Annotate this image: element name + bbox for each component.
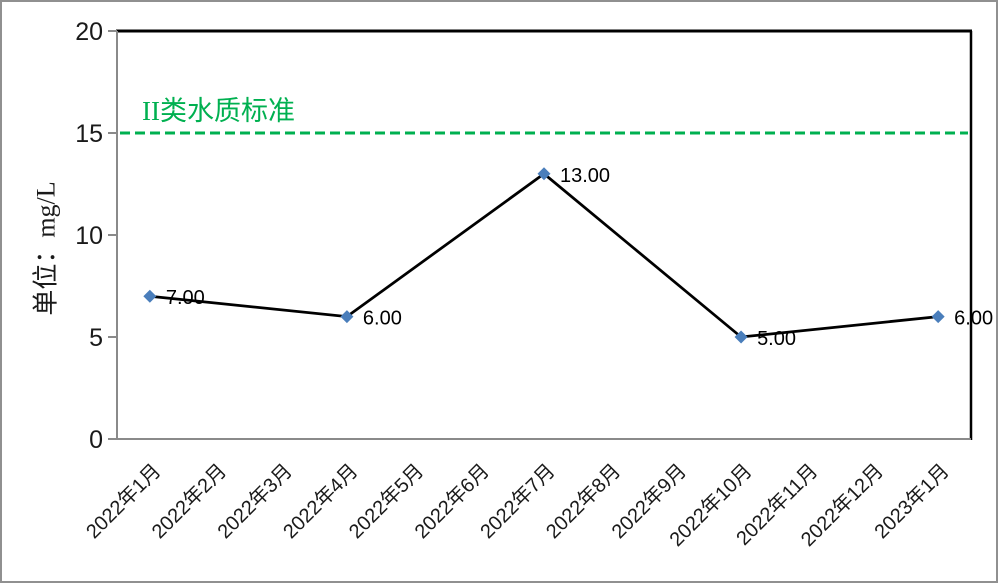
data-point-marker (537, 167, 551, 181)
y-axis-title: 单位：mg/L (31, 181, 61, 316)
data-point-label: 6.00 (954, 308, 993, 330)
y-tick-label: 20 (75, 18, 103, 46)
y-tick-label: 10 (75, 222, 103, 250)
data-point-label: 7.00 (166, 287, 205, 309)
data-point-marker (734, 330, 748, 344)
reference-line-label: II类水质标准 (142, 96, 295, 126)
data-point-label: 6.00 (363, 308, 402, 330)
data-point-marker (143, 289, 157, 303)
data-point-marker (931, 310, 945, 324)
y-tick-label: 5 (89, 324, 103, 352)
data-point-label: 5.00 (757, 328, 796, 350)
data-point-label: 13.00 (560, 165, 610, 187)
y-tick-label: 0 (89, 426, 103, 454)
data-point-marker (340, 310, 354, 324)
series-line (149, 172, 939, 339)
y-tick-label: 15 (75, 120, 103, 148)
